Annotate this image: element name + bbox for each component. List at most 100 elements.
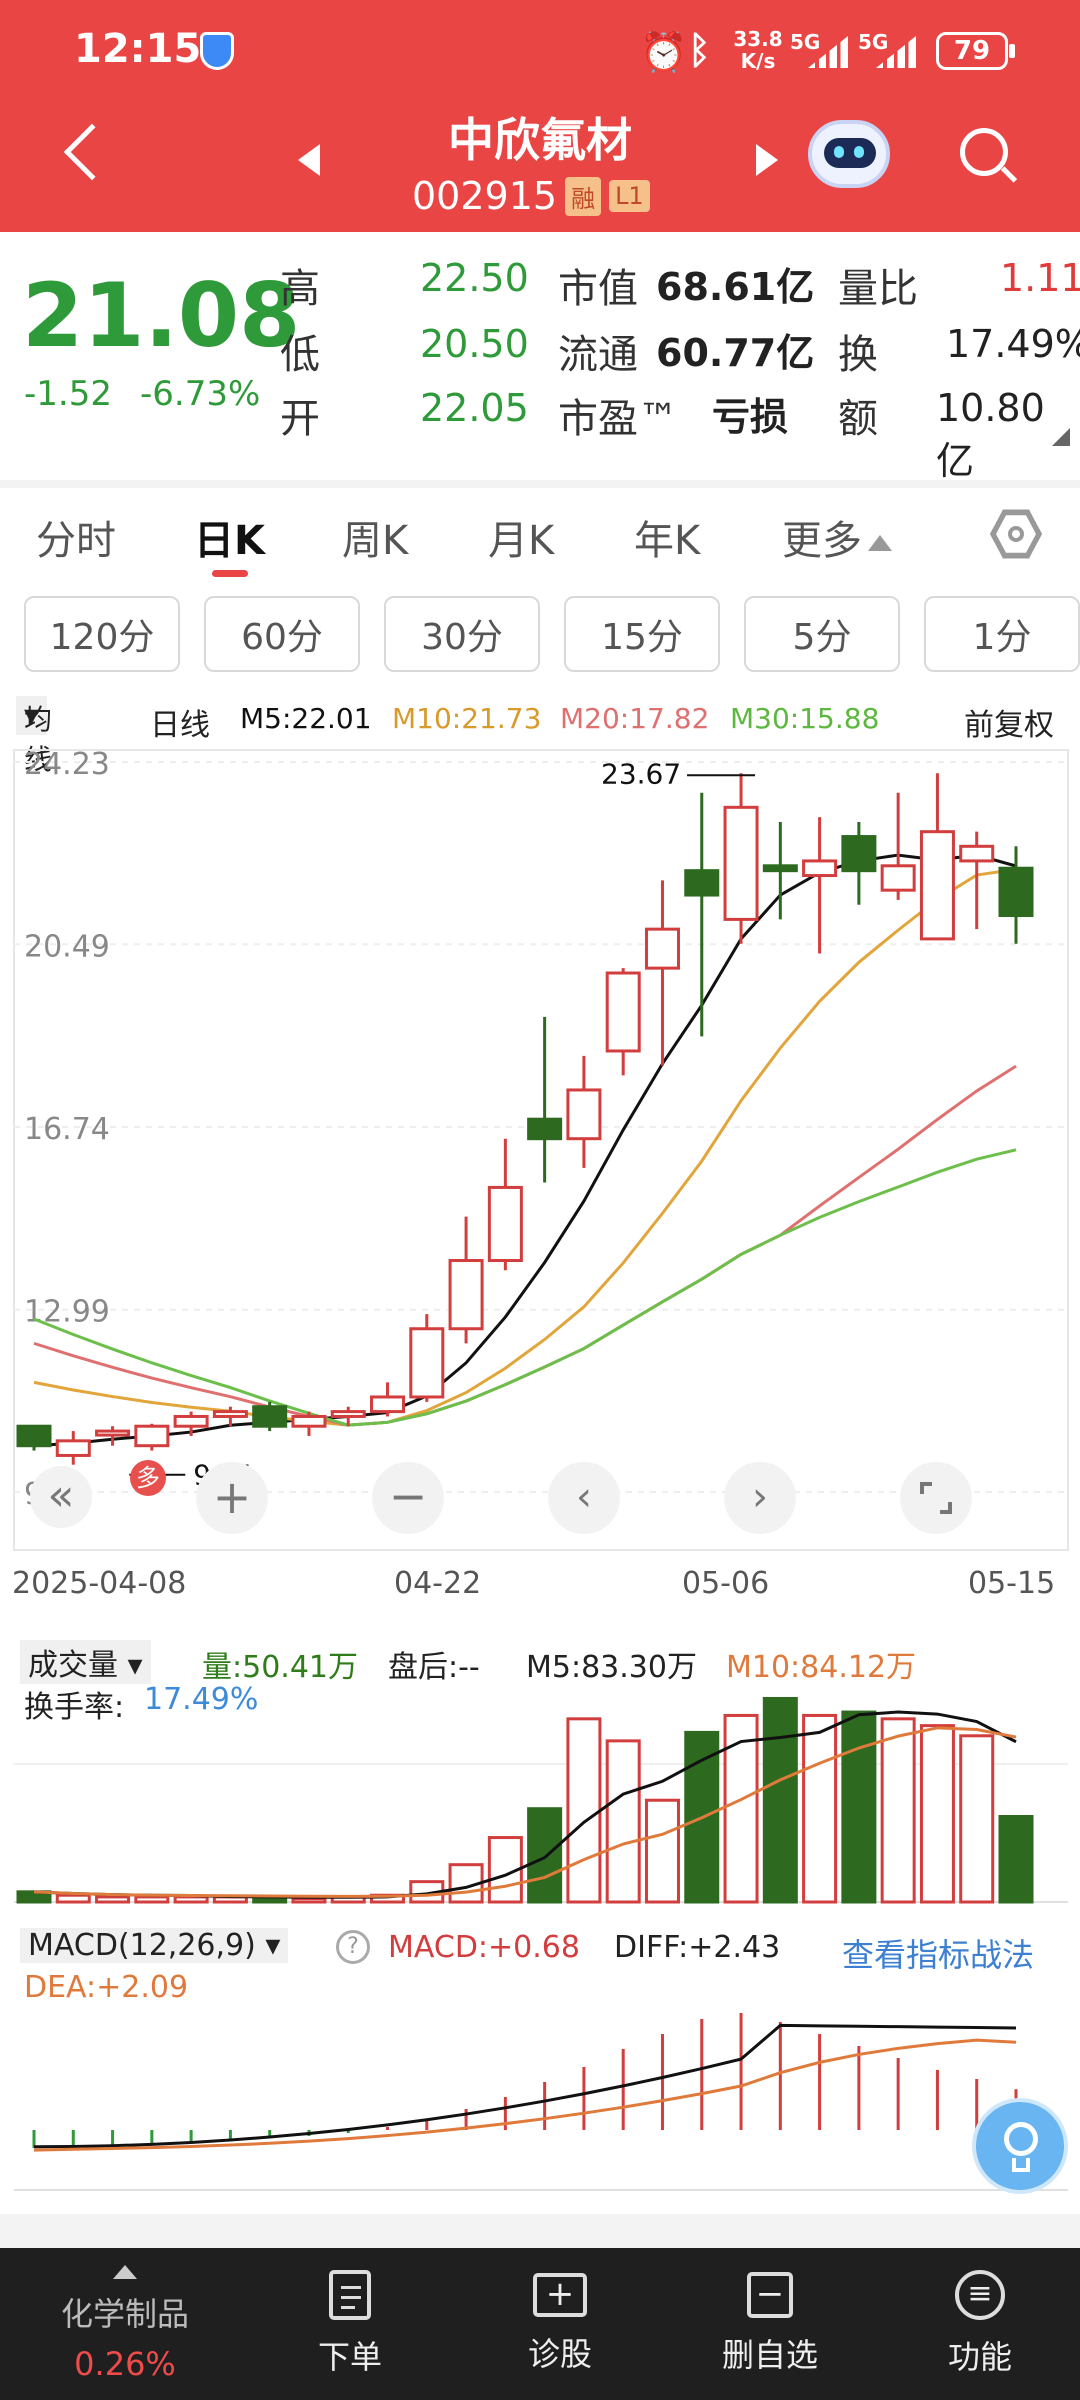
period-60min[interactable]: 60分: [204, 596, 360, 672]
low-label: 低: [280, 332, 320, 378]
volume-bar: [998, 1815, 1034, 1904]
open-label: 开: [280, 396, 320, 442]
pe-label: 市盈™: [558, 396, 678, 442]
diff-line: [33, 2023, 1017, 2149]
period-120min[interactable]: 120分: [24, 596, 180, 672]
sector-button[interactable]: 化学制品 0.26%: [0, 2248, 250, 2400]
status-time: 12:15: [74, 26, 202, 72]
indicator-strategy-link[interactable]: 查看指标战法: [842, 1936, 1035, 1974]
robot-assistant-icon[interactable]: [808, 120, 890, 188]
tab-yearly[interactable]: 年K: [634, 518, 701, 564]
tab-more[interactable]: 更多: [782, 508, 892, 566]
back-icon[interactable]: [63, 123, 121, 181]
price-change-pct: -6.73%: [140, 374, 261, 414]
mcap-value: 68.61亿: [656, 265, 815, 309]
section-divider: [0, 2214, 1080, 2248]
period-15min[interactable]: 15分: [564, 596, 720, 672]
status-bar: 12:15 ⏰ ᛒ 33.8 K/s 5G 5G 79: [0, 0, 1080, 100]
dea-value: DEA:+2.09: [24, 1970, 189, 2005]
volume-ma10-line: [33, 1726, 1017, 1898]
ma10-value: M10:21.73: [392, 702, 542, 735]
zoom-out-button[interactable]: −: [372, 1462, 444, 1534]
next-stock-icon[interactable]: [756, 144, 778, 176]
period-1min[interactable]: 1分: [924, 596, 1080, 672]
macd-chart[interactable]: [0, 1960, 1080, 2200]
sector-pct: 0.26%: [74, 2345, 176, 2383]
tab-weekly[interactable]: 周K: [342, 518, 409, 564]
period-30min[interactable]: 30分: [384, 596, 540, 672]
remove-watchlist-button[interactable]: − 删自选: [680, 2248, 860, 2400]
candle-body: [370, 1395, 406, 1414]
bluetooth-icon: ᛒ: [688, 28, 711, 72]
prev-stock-icon[interactable]: [298, 144, 320, 176]
after-hours-value: 盘后:--: [388, 1650, 480, 1685]
macd-legend: MACD(12,26,9) ▾ ? MACD:+0.68 DIFF:+2.43 …: [16, 1926, 1066, 2016]
diff-value: DIFF:+2.43: [614, 1930, 781, 1965]
macd-value: MACD:+0.68: [388, 1930, 580, 1965]
high-value: 22.50: [420, 256, 529, 300]
volume-value: 量:50.41万: [202, 1650, 358, 1685]
settings-hexagon-icon[interactable]: [990, 509, 1042, 559]
x-tick-start: 2025-04-08: [12, 1566, 187, 1601]
max-price-label: 23.67: [601, 757, 681, 790]
candle-body: [252, 1405, 288, 1428]
volume-bar: [919, 1724, 955, 1904]
y-tick-label: 20.49: [24, 929, 110, 964]
x-tick-end: 05-15: [968, 1566, 1056, 1601]
candle-body: [644, 927, 680, 970]
alarm-icon: ⏰: [640, 30, 688, 74]
expand-corner-icon[interactable]: [1052, 428, 1070, 446]
volume-bar: [959, 1734, 995, 1904]
fullscreen-button[interactable]: [900, 1462, 972, 1534]
collapse-left-icon[interactable]: «: [30, 1466, 92, 1528]
ma-period: 日线: [150, 708, 210, 743]
volume-chart[interactable]: [0, 1680, 1080, 1910]
volume-bar: [291, 1897, 327, 1904]
adjust-label[interactable]: 前复权: [964, 708, 1054, 743]
lightbulb-tips-button[interactable]: [972, 2098, 1068, 2194]
tab-daily[interactable]: 日K: [194, 518, 265, 564]
candle-body: [95, 1429, 131, 1437]
candle-body: [880, 864, 916, 892]
menu-circle-icon: ≡: [955, 2270, 1005, 2320]
candle-body: [291, 1414, 327, 1428]
candle-body: [330, 1410, 366, 1418]
volume-ma5: M5:83.30万: [526, 1650, 697, 1685]
volume-type-select[interactable]: 成交量 ▾: [20, 1640, 151, 1684]
y-tick-label: 16.74: [24, 1112, 110, 1147]
margin-badge: 融: [565, 176, 602, 216]
level-badge: L1: [609, 180, 650, 212]
stock-code: 002915: [412, 174, 558, 218]
mcap-label: 市值: [558, 266, 638, 312]
low-value: 20.50: [420, 322, 529, 366]
volume-bar: [723, 1713, 759, 1904]
diagnose-button[interactable]: + 诊股: [470, 2248, 650, 2400]
tab-intraday[interactable]: 分时: [36, 518, 116, 564]
y-tick-label: 12.99: [24, 1295, 110, 1330]
volume-bar: [566, 1717, 602, 1904]
tab-monthly[interactable]: 月K: [488, 518, 555, 564]
zoom-in-button[interactable]: +: [196, 1462, 268, 1534]
diagnose-plus-icon: +: [533, 2273, 587, 2317]
candle-body: [762, 864, 798, 873]
order-button[interactable]: 下单: [260, 2248, 440, 2400]
macd-type-select[interactable]: MACD(12,26,9) ▾: [20, 1928, 289, 1963]
ma30-value: M30:15.88: [730, 702, 880, 735]
x-tick-3: 05-06: [682, 1566, 770, 1601]
scroll-right-button[interactable]: ›: [724, 1462, 796, 1534]
ma10-line: [33, 867, 1017, 1427]
caret-up-icon: [868, 535, 892, 551]
period-5min[interactable]: 5分: [744, 596, 900, 672]
scroll-left-button[interactable]: ‹: [548, 1462, 620, 1534]
signal-label-2: 5G: [858, 30, 889, 54]
order-label: 下单: [317, 2338, 382, 2376]
function-button[interactable]: ≡ 功能: [890, 2248, 1070, 2400]
ma20-value: M20:17.82: [560, 702, 710, 735]
search-icon[interactable]: [960, 128, 1018, 184]
volume-bar: [16, 1890, 52, 1904]
high-label: 高: [280, 266, 320, 312]
candle-body: [684, 869, 720, 897]
ma-type-select[interactable]: 均线 ▾: [16, 696, 52, 776]
help-icon[interactable]: ?: [336, 1930, 370, 1964]
